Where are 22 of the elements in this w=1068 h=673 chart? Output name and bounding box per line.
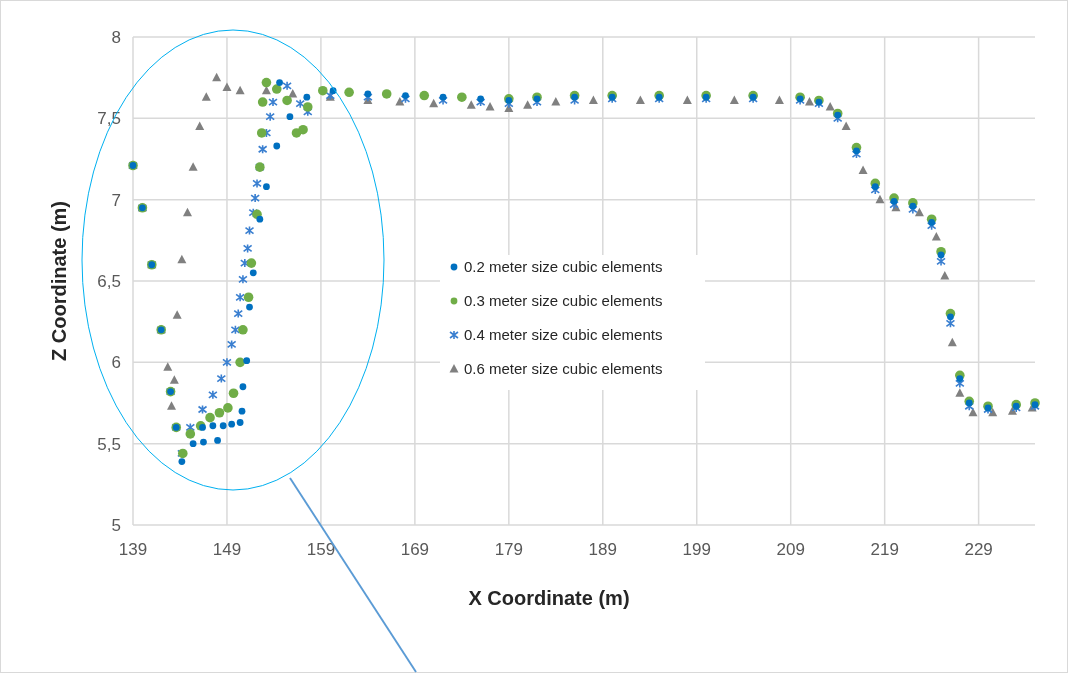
legend-label: 0.2 meter size cubic elements xyxy=(464,258,663,276)
x-tick-label: 169 xyxy=(400,540,430,559)
legend-label: 0.3 meter size cubic elements xyxy=(464,292,663,310)
y-tick-label: 5 xyxy=(111,515,121,535)
x-tick-label: 179 xyxy=(494,540,524,559)
x-tick-label: 199 xyxy=(682,540,711,559)
legend-label: 0.4 meter size cubic elements xyxy=(464,326,663,344)
y-tick-label: 7 xyxy=(111,190,121,210)
legend-label: 0.6 meter size cubic elements xyxy=(464,360,663,378)
x-axis-title: X Coordinate (m) xyxy=(468,587,630,609)
y-tick-label: 6,5 xyxy=(97,271,121,291)
y-tick-label: 8 xyxy=(111,27,121,47)
x-tick-label: 149 xyxy=(212,540,242,559)
y-tick-label: 6 xyxy=(111,353,121,373)
x-tick-label: 189 xyxy=(588,540,617,559)
x-tick-label: 139 xyxy=(118,540,148,559)
y-tick-label: 5,5 xyxy=(97,434,121,454)
x-tick-label: 159 xyxy=(306,540,336,559)
y-axis-title: Z Coordinate (m) xyxy=(48,201,70,361)
x-tick-label: 219 xyxy=(870,540,899,559)
x-tick-label: 229 xyxy=(964,540,993,559)
x-tick-label: 209 xyxy=(776,540,805,559)
